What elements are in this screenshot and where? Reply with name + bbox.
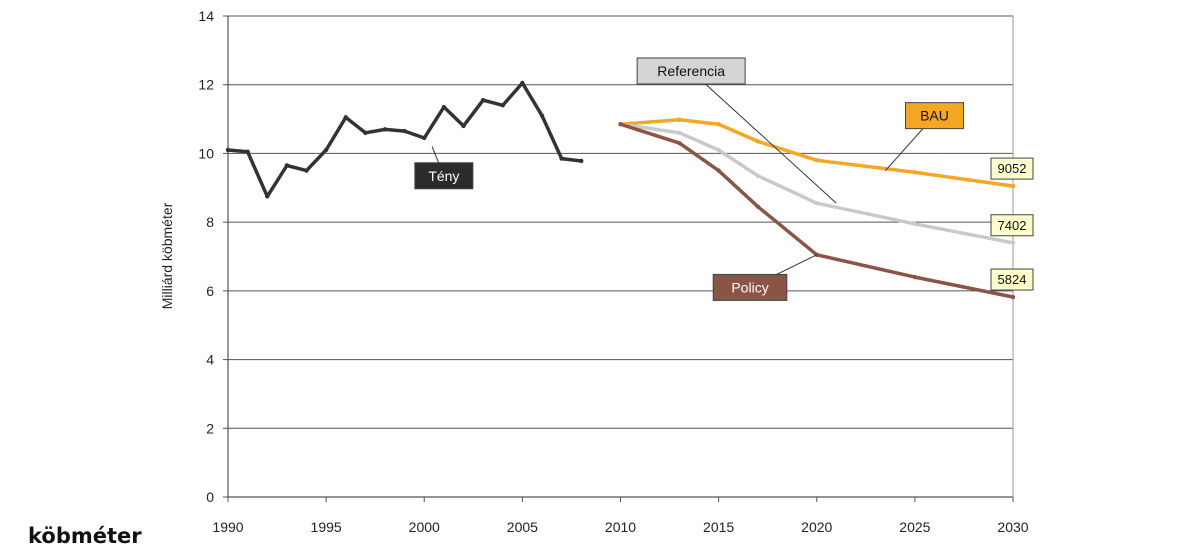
data-point-t-ny: [422, 135, 427, 141]
label-box-t-ny: [414, 162, 474, 190]
data-point-referencia: [1010, 240, 1016, 245]
end-label-box-policy: [990, 268, 1034, 291]
data-point-referencia: [755, 173, 761, 178]
data-point-referencia: [912, 221, 918, 227]
end-label-box-referencia: [990, 214, 1034, 237]
x-tick-label: 2005: [507, 519, 538, 535]
x-tick-label: 2015: [703, 519, 734, 535]
x-tick-label: 1990: [212, 519, 243, 535]
x-tick-label: 2020: [801, 519, 832, 535]
data-point-referencia: [716, 147, 721, 153]
x-tick-label: 2030: [997, 519, 1028, 535]
y-tick-label: 12: [198, 77, 214, 93]
leader-line-referencia: [690, 70, 837, 204]
series-line-policy: [618, 122, 1015, 299]
gridlines: [223, 15, 1014, 502]
end-label-policy: 5824: [998, 272, 1027, 287]
data-point-policy: [716, 168, 721, 173]
x-tick-label: 2010: [605, 519, 636, 535]
series-label-policy: Policy: [731, 279, 768, 295]
end-label-bau: 9052: [998, 161, 1027, 176]
data-point-t-ny: [480, 97, 486, 103]
footer-text: köbméter: [28, 524, 142, 548]
data-point-t-ny: [500, 103, 505, 108]
axes: [227, 16, 1014, 498]
data-point-policy: [912, 274, 918, 280]
x-tick-label: 2000: [409, 519, 440, 535]
x-tick-label: 1995: [311, 519, 342, 535]
data-point-t-ny: [520, 80, 525, 86]
data-point-policy: [1010, 294, 1016, 300]
data-point-t-ny: [402, 128, 407, 134]
series-label-bau: BAU: [920, 108, 949, 124]
data-point-t-ny: [265, 194, 270, 199]
data-point-policy: [618, 122, 623, 127]
series-label-referencia: Referencia: [657, 63, 725, 79]
label-box-policy: [712, 273, 788, 301]
data-point-t-ny: [245, 149, 250, 154]
data-point-bau: [912, 170, 918, 175]
end-label-referencia: 7402: [998, 218, 1027, 233]
series-labels: Tény BAU 9052 Referencia 7402 Policy 5824: [414, 57, 1034, 301]
data-point-bau: [1010, 183, 1016, 189]
data-point-t-ny: [539, 113, 545, 118]
x-tick-labels: 1990 1995 2000 2005 2010 2015 2020 2025 2030: [212, 519, 1028, 535]
y-tick-label: 8: [206, 214, 214, 230]
y-tick-label: 2: [206, 420, 214, 436]
y-tick-label: 4: [206, 352, 214, 368]
data-point-policy: [755, 204, 761, 209]
series-label-t-ny: Tény: [428, 168, 459, 184]
data-point-bau: [755, 139, 761, 144]
label-box-bau: [905, 102, 964, 130]
end-label-box-bau: [990, 157, 1034, 180]
data-point-bau: [814, 158, 819, 163]
data-point-t-ny: [343, 115, 348, 120]
data-point-t-ny: [579, 158, 584, 164]
data-point-bau: [677, 117, 682, 122]
data-point-t-ny: [323, 147, 329, 153]
data-point-policy: [677, 140, 682, 146]
data-point-t-ny: [284, 163, 290, 168]
y-tick-labels: 0 2 4 6 8 10 12 14: [198, 8, 214, 505]
data-point-t-ny: [304, 168, 309, 173]
data-point-t-ny: [363, 130, 368, 136]
y-tick-label: 0: [206, 489, 214, 505]
series-group: [225, 80, 1016, 300]
x-tick-label: 2025: [899, 519, 930, 535]
data-point-referencia: [677, 130, 682, 136]
data-point-referencia: [814, 201, 819, 206]
data-point-t-ny: [225, 147, 231, 153]
y-tick-label: 6: [206, 283, 214, 299]
y-axis-label: Milliárd köbméter: [159, 202, 175, 309]
series-line-t-ny: [226, 81, 584, 199]
data-point-t-ny: [559, 156, 564, 161]
data-point-t-ny: [382, 127, 388, 132]
y-tick-label: 10: [198, 145, 214, 161]
label-box-referencia: [636, 57, 746, 85]
data-point-t-ny: [441, 104, 447, 110]
data-point-t-ny: [461, 123, 466, 129]
y-tick-label: 14: [198, 8, 214, 24]
data-point-bau: [716, 122, 721, 127]
